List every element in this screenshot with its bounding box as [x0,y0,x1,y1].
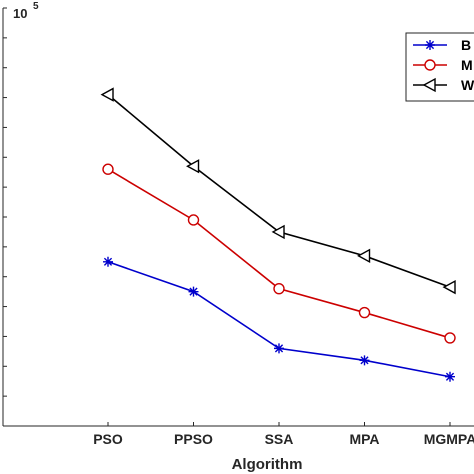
x-tick-label: MGMPA [424,431,474,447]
series-B [103,256,455,382]
legend-marker [424,59,436,71]
legend-label: W [461,77,474,93]
data-point [445,371,455,382]
data-point [444,332,456,344]
x-tick-label: PSO [93,431,123,447]
series-M [102,163,456,344]
legend-item-B: B [413,37,471,53]
legend-item-M: M [413,57,473,73]
legend: BMW [405,32,474,102]
y-exponent-label: 10 5 [13,1,39,21]
data-point [358,306,371,319]
series-W [100,87,456,295]
data-point [274,343,284,354]
legend-label: M [461,57,473,73]
data-point [100,87,114,102]
x-axis-ticks: PSO PPSO SSA MPA MGMPA [93,422,474,447]
x-axis-label: Algorithm [232,456,303,473]
legend-marker [422,77,436,93]
exponent-base: 10 [13,6,27,21]
legend-label: B [461,37,471,53]
data-point [357,248,371,263]
data-point [359,355,370,366]
data-point [186,159,200,174]
data-point [273,282,285,295]
data-point [187,214,200,226]
x-tick-label: PPSO [174,431,213,447]
legend-marker [425,40,435,50]
data-point [271,224,285,240]
data-point [188,286,199,297]
data-point [103,256,113,267]
series-layer [100,87,456,382]
x-tick-label: MPA [349,431,379,447]
data-point [442,279,456,295]
data-point [102,163,114,175]
legend-item-W: W [413,77,474,93]
exponent-power: 5 [33,1,39,12]
x-tick-label: SSA [265,431,294,447]
